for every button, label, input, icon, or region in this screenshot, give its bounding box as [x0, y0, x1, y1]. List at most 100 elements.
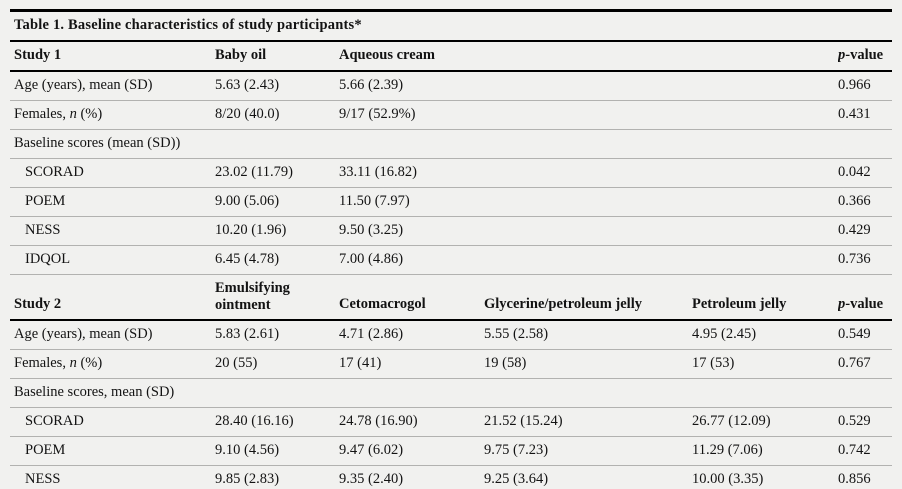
- row-label: Females, n (%): [10, 349, 215, 380]
- cell-value: 5.66 (2.39): [339, 71, 484, 101]
- cell-value: 23.02 (11.79): [215, 158, 339, 188]
- cell-empty: [838, 129, 892, 159]
- row-label: Females, n (%): [10, 100, 215, 130]
- cell-value: 8/20 (40.0): [215, 100, 339, 130]
- column-header-baby-oil: Baby oil: [215, 42, 339, 72]
- cell-empty: [838, 378, 892, 409]
- cell-value: 28.40 (16.16): [215, 407, 339, 438]
- cell-empty: [484, 378, 692, 409]
- cell-value: 19 (58): [484, 349, 692, 380]
- cell-value: 10.20 (1.96): [215, 216, 339, 246]
- cell-empty: [484, 245, 692, 275]
- cell-empty: [484, 71, 692, 101]
- table-row-females: Females, n (%) 8/20 (40.0) 9/17 (52.9%) …: [10, 100, 892, 130]
- cell-value: 17 (41): [339, 349, 484, 380]
- cell-empty: [692, 187, 838, 217]
- cell-empty: [692, 245, 838, 275]
- column-header-cetomacrogol: Cetomacrogol: [339, 274, 484, 322]
- row-label: NESS: [10, 465, 215, 489]
- table-row-baseline-scores: Baseline scores, mean (SD): [10, 378, 892, 409]
- cell-value: 9.35 (2.40): [339, 465, 484, 489]
- cell-pvalue: 0.042: [838, 158, 892, 188]
- table-row-scorad: SCORAD 28.40 (16.16) 24.78 (16.90) 21.52…: [10, 407, 892, 438]
- study2-header-label: Study 2: [10, 274, 215, 322]
- row-label: IDQOL: [10, 245, 215, 275]
- cell-empty: [339, 378, 484, 409]
- cell-empty: [692, 378, 838, 409]
- pvalue-header: p-value: [838, 42, 892, 72]
- top-rule: [10, 9, 892, 12]
- study1-header-label: Study 1: [10, 42, 215, 72]
- cell-value: 7.00 (4.86): [339, 245, 484, 275]
- cell-empty: [484, 129, 692, 159]
- cell-pvalue: 0.431: [838, 100, 892, 130]
- cell-value: 21.52 (15.24): [484, 407, 692, 438]
- cell-value: 9.10 (4.56): [215, 436, 339, 467]
- cell-pvalue: 0.767: [838, 349, 892, 380]
- column-header-petroleum-jelly: Petroleum jelly: [692, 274, 838, 322]
- cell-value: 20 (55): [215, 349, 339, 380]
- row-label: Age (years), mean (SD): [10, 320, 215, 351]
- row-label: POEM: [10, 436, 215, 467]
- cell-value: 9.00 (5.06): [215, 187, 339, 217]
- cell-value: 9.85 (2.83): [215, 465, 339, 489]
- cell-empty: [692, 100, 838, 130]
- cell-empty: [215, 378, 339, 409]
- cell-empty: [484, 187, 692, 217]
- cell-value: 9/17 (52.9%): [339, 100, 484, 130]
- cell-empty: [692, 129, 838, 159]
- column-header-glycerine-petroleum-jelly: Glycerine/petroleum jelly: [484, 274, 692, 322]
- cell-value: 4.71 (2.86): [339, 320, 484, 351]
- cell-pvalue: 0.366: [838, 187, 892, 217]
- table-title: Table 1. Baseline characteristics of stu…: [10, 12, 892, 42]
- cell-empty: [692, 158, 838, 188]
- cell-value: 10.00 (3.35): [692, 465, 838, 489]
- column-header-aqueous-cream: Aqueous cream: [339, 42, 484, 72]
- cell-empty: [484, 158, 692, 188]
- row-label: NESS: [10, 216, 215, 246]
- cell-value: 9.25 (3.64): [484, 465, 692, 489]
- pvalue-header: p-value: [838, 274, 892, 322]
- table-row-idqol: IDQOL 6.45 (4.78) 7.00 (4.86) 0.736: [10, 245, 892, 275]
- column-header-emulsifying-ointment: Emulsifying ointment: [215, 274, 339, 322]
- cell-value: 6.45 (4.78): [215, 245, 339, 275]
- cell-value: 17 (53): [692, 349, 838, 380]
- cell-pvalue: 0.529: [838, 407, 892, 438]
- cell-value: 4.95 (2.45): [692, 320, 838, 351]
- cell-pvalue: 0.742: [838, 436, 892, 467]
- cell-value: 5.83 (2.61): [215, 320, 339, 351]
- cell-value: 26.77 (12.09): [692, 407, 838, 438]
- cell-pvalue: 0.736: [838, 245, 892, 275]
- cell-value: 33.11 (16.82): [339, 158, 484, 188]
- column-header-empty: [692, 42, 838, 72]
- cell-empty: [215, 129, 339, 159]
- table-row-ness: NESS 9.85 (2.83) 9.35 (2.40) 9.25 (3.64)…: [10, 465, 892, 489]
- table-row-scorad: SCORAD 23.02 (11.79) 33.11 (16.82) 0.042: [10, 158, 892, 188]
- cell-pvalue: 0.856: [838, 465, 892, 489]
- cell-empty: [484, 216, 692, 246]
- cell-value: 11.50 (7.97): [339, 187, 484, 217]
- cell-empty: [692, 71, 838, 101]
- table-row-ness: NESS 10.20 (1.96) 9.50 (3.25) 0.429: [10, 216, 892, 246]
- row-label: Age (years), mean (SD): [10, 71, 215, 101]
- column-header-empty: [484, 42, 692, 72]
- row-label: Baseline scores, mean (SD): [10, 378, 215, 409]
- study2-header-row: Study 2 Emulsifying ointment Cetomacrogol…: [10, 274, 892, 322]
- table-row-age: Age (years), mean (SD) 5.63 (2.43) 5.66 …: [10, 71, 892, 101]
- row-label: Baseline scores (mean (SD)): [10, 129, 215, 159]
- cell-value: 5.55 (2.58): [484, 320, 692, 351]
- table-row-poem: POEM 9.00 (5.06) 11.50 (7.97) 0.366: [10, 187, 892, 217]
- cell-value: 9.50 (3.25): [339, 216, 484, 246]
- cell-value: 11.29 (7.06): [692, 436, 838, 467]
- cell-pvalue: 0.966: [838, 71, 892, 101]
- cell-empty: [484, 100, 692, 130]
- table-row-baseline-scores: Baseline scores (mean (SD)): [10, 129, 892, 159]
- row-label: SCORAD: [10, 158, 215, 188]
- table-row-age: Age (years), mean (SD) 5.83 (2.61) 4.71 …: [10, 320, 892, 351]
- cell-pvalue: 0.549: [838, 320, 892, 351]
- cell-value: 24.78 (16.90): [339, 407, 484, 438]
- row-label: POEM: [10, 187, 215, 217]
- row-label: SCORAD: [10, 407, 215, 438]
- baseline-characteristics-table: Study 1 Baby oil Aqueous cream p-value A…: [10, 42, 892, 489]
